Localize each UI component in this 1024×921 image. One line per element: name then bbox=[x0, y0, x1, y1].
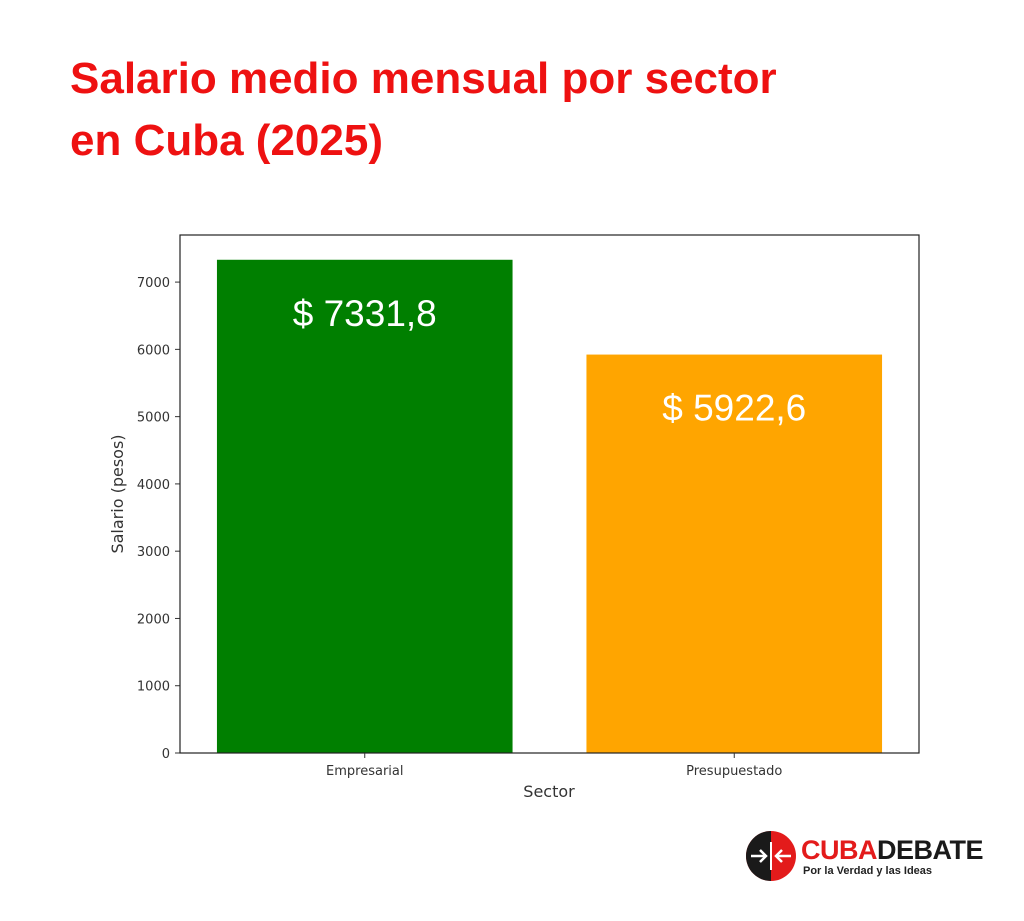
y-tick-label: 7000 bbox=[137, 276, 170, 291]
plot-frame bbox=[179, 234, 920, 754]
y-tick-label: 2000 bbox=[137, 612, 170, 627]
cubadebate-logo-icon bbox=[746, 831, 796, 881]
bar-presupuestado bbox=[586, 354, 883, 753]
logo-brand-debate: DEBATE bbox=[877, 835, 984, 865]
logo-brand-cuba: CUBA bbox=[801, 835, 878, 865]
x-tick-label-empresarial: Empresarial bbox=[326, 764, 403, 779]
page-title: Salario medio mensual por sector en Cuba… bbox=[70, 48, 970, 172]
cubadebate-logo: CUBADEBATE Por la Verdad y las Ideas bbox=[745, 828, 985, 888]
y-tick-label: 6000 bbox=[137, 343, 170, 358]
y-tick-label: 4000 bbox=[137, 478, 170, 493]
y-tick-label: 0 bbox=[162, 747, 170, 762]
x-tick-label-presupuestado: Presupuestado bbox=[686, 764, 782, 779]
logo-tagline: Por la Verdad y las Ideas bbox=[803, 865, 933, 877]
y-tick-label: 3000 bbox=[137, 545, 170, 560]
title-line-1: Salario medio mensual por sector bbox=[70, 54, 777, 103]
data-label-presupuestado: $ 5922,6 bbox=[662, 388, 806, 429]
y-tick-label: 1000 bbox=[137, 680, 170, 695]
y-axis-label: Salario (pesos) bbox=[108, 434, 127, 553]
bar-empresarial bbox=[216, 259, 513, 753]
y-tick-label: 5000 bbox=[137, 411, 170, 426]
data-label-empresarial: $ 7331,8 bbox=[293, 293, 437, 334]
title-line-2: en Cuba (2025) bbox=[70, 116, 383, 165]
x-axis-label: Sector bbox=[523, 782, 575, 801]
logo-wordmark: CUBADEBATE bbox=[801, 835, 984, 865]
